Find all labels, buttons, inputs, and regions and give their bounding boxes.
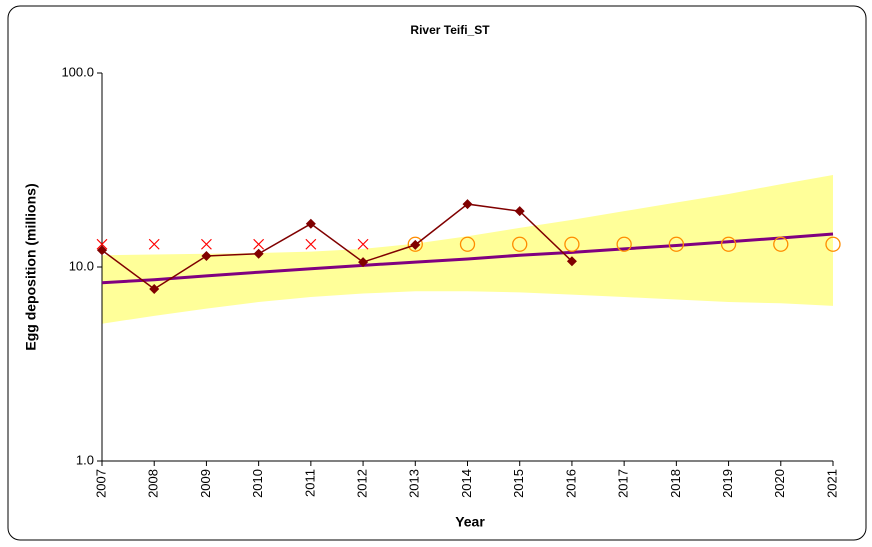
y-tick-label: 1.0: [76, 452, 94, 467]
trend-line: [101, 232, 834, 285]
x-tick-label: 2021: [824, 469, 839, 498]
diamond-marker: [410, 239, 421, 250]
data-line: [101, 203, 573, 290]
circle-marker: [616, 236, 632, 252]
diamond-marker: [358, 257, 369, 268]
x-tick-label: 2018: [668, 469, 683, 498]
x-tick-label: 2015: [511, 469, 526, 498]
diamond-marker: [305, 218, 316, 229]
x-tick-label: 2013: [407, 469, 422, 498]
diamond-marker: [149, 284, 160, 295]
chart-title: River Teifi_ST: [410, 23, 490, 37]
diamond-marker: [462, 199, 473, 210]
x-tick-label: 2016: [563, 469, 578, 498]
x-tick-label: 2017: [616, 469, 631, 498]
y-axis-label: Egg deposition (millions): [23, 183, 39, 350]
diamond-marker: [253, 248, 264, 259]
x-tick-label: 2019: [720, 469, 735, 498]
circle-marker: [668, 236, 685, 252]
x-tick-label: 2008: [146, 469, 161, 498]
x-tick-label: 2011: [302, 469, 317, 497]
confidence-band: [102, 175, 833, 324]
diamond-marker: [514, 206, 525, 217]
diamond-marker: [201, 250, 212, 261]
x-marker: [305, 238, 317, 250]
x-marker: [357, 238, 369, 250]
circle-marker: [564, 236, 580, 252]
circle-marker: [459, 236, 476, 252]
x-marker: [96, 238, 108, 250]
y-tick-label: 10.0: [69, 258, 94, 273]
circle-marker: [512, 236, 528, 252]
diamond-marker: [566, 256, 577, 267]
x-tick-label: 2014: [459, 469, 474, 498]
x-tick-label: 2007: [93, 469, 108, 498]
x-tick-label: 2020: [772, 469, 787, 498]
diamond-marker: [97, 245, 107, 256]
y-tick-label: 100.0: [61, 64, 94, 79]
x-marker: [148, 238, 160, 250]
circle-marker: [407, 236, 423, 252]
circle-marker: [825, 236, 841, 252]
x-tick-label: 2010: [250, 469, 265, 498]
circle-marker: [720, 236, 737, 252]
x-axis-label: Year: [455, 514, 485, 530]
circle-marker: [773, 236, 789, 252]
x-marker: [253, 238, 265, 250]
x-tick-label: 2012: [355, 469, 370, 498]
x-tick-label: 2009: [198, 469, 213, 498]
x-marker: [201, 238, 212, 250]
